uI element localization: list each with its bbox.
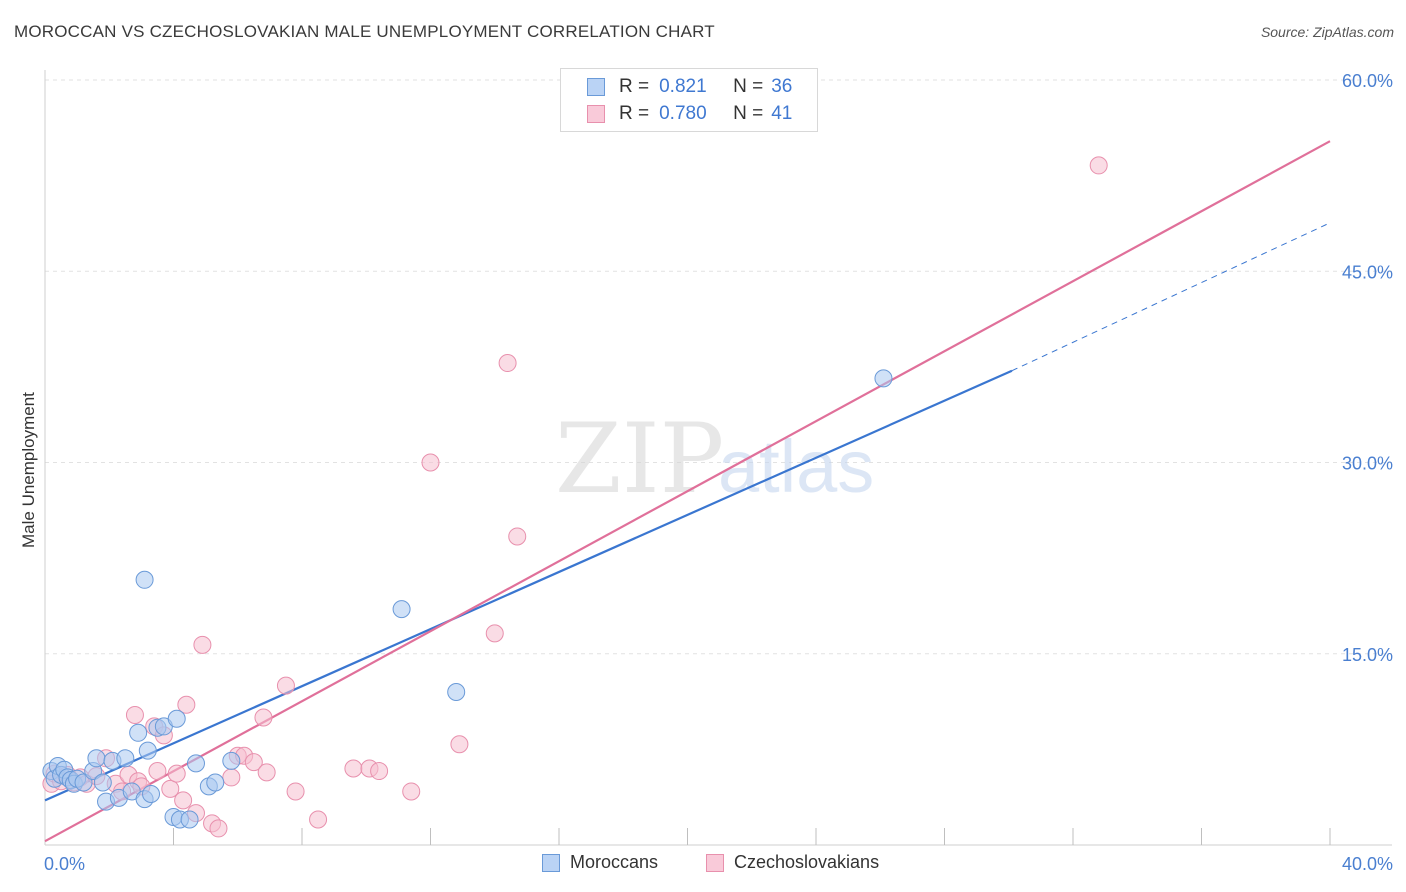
y-axis-label: Male Unemployment [19,392,38,548]
pink-swatch-icon [587,105,605,123]
czechoslovakian-point [498,354,517,373]
y-tick-label: 15.0% [1342,645,1393,665]
x-tick-labels: 0.0% 40.0% [44,854,1393,874]
legend-n-label: N = [733,76,764,97]
moroccans-points [42,369,893,829]
czechoslovakian-point [421,453,440,472]
legend-r-label: R = [619,76,650,97]
legend-r-value: 0.821 [659,76,707,97]
moroccan-point [186,754,205,773]
czechoslovakian-point [244,753,263,772]
moroccan-point [180,810,199,829]
moroccan-point [206,773,225,792]
blue-swatch-icon [542,853,560,872]
czechoslovakian-point [485,624,504,643]
legend-n-value: 36 [771,76,793,97]
blue-swatch-icon [587,78,605,96]
moroccan-point [74,773,93,792]
y-tick-label: 60.0% [1342,71,1393,91]
chart-title: MOROCCAN VS CZECHOSLOVAKIAN MALE UNEMPLO… [14,22,715,41]
czechoslovakian-point [370,762,389,781]
moroccan-point [135,570,154,589]
czechoslovakian-point [167,764,186,783]
moroccans-trend-line [44,369,1013,802]
czechoslovakian-point [257,763,276,782]
czechoslovakian-point [344,759,363,778]
legend-r-value: 0.780 [659,103,707,124]
moroccan-point [167,709,186,728]
czechoslovakians-trend-line [44,140,1331,843]
czechoslovakian-point [193,635,212,654]
moroccan-point [93,773,112,792]
trend-lines [44,140,1331,843]
moroccan-point [392,600,411,619]
czechoslovakian-point [174,791,193,810]
legend-label-moroccans: Moroccans [570,852,659,872]
moroccan-point [874,369,893,388]
legend-n-label: N = [733,103,764,124]
moroccans-trend-extension [1011,222,1331,372]
legend-n-value: 41 [771,103,793,124]
legend-item-moroccans: Moroccans [542,852,658,873]
czechoslovakian-point [309,810,328,829]
legend-label-czechoslovakians: Czechoslovakians [734,852,880,872]
legend-row-moroccans: R = 0.821 N = 36 [587,75,792,99]
czechoslovakian-point [254,708,273,727]
moroccan-point [116,749,135,768]
y-tick-labels: 15.0% 30.0% 45.0% 60.0% [1342,71,1393,665]
czechoslovakian-point [148,762,167,781]
x-tick-label: 40.0% [1342,854,1393,874]
czechoslovakian-point [177,695,196,714]
legend-item-czechoslovakians: Czechoslovakians [706,852,879,873]
czechoslovakian-point [125,705,144,724]
czechoslovakian-point [450,735,469,754]
czechoslovakian-point [1089,156,1108,175]
czechoslovakian-point [222,768,241,787]
moroccan-point [138,741,157,760]
legend-r-label: R = [619,103,650,124]
grid-lines [45,79,1392,655]
czechoslovakian-point [402,782,421,801]
axes [44,70,1392,846]
moroccan-point [87,749,106,768]
moroccan-point [447,683,466,701]
czechoslovakian-point [161,779,180,798]
moroccan-point [129,723,148,742]
y-tick-label: 30.0% [1342,454,1393,474]
x-tick-label: 0.0% [44,854,85,874]
moroccan-point [222,751,241,770]
czechoslovakian-point [508,527,527,546]
pink-swatch-icon [706,853,724,872]
watermark-zip: ZIP [555,403,724,515]
czechoslovakian-point [276,676,295,695]
czechoslovakian-point [209,819,228,838]
correlation-legend: R = 0.821 N = 36 R = 0.780 N = 41 [560,68,818,132]
czechoslovakian-point [286,782,305,801]
source-label: Source: ZipAtlas.com [1260,24,1394,40]
moroccan-point [142,785,161,803]
legend-row-czechoslovakians: R = 0.780 N = 41 [587,102,792,126]
y-tick-label: 45.0% [1342,262,1393,282]
